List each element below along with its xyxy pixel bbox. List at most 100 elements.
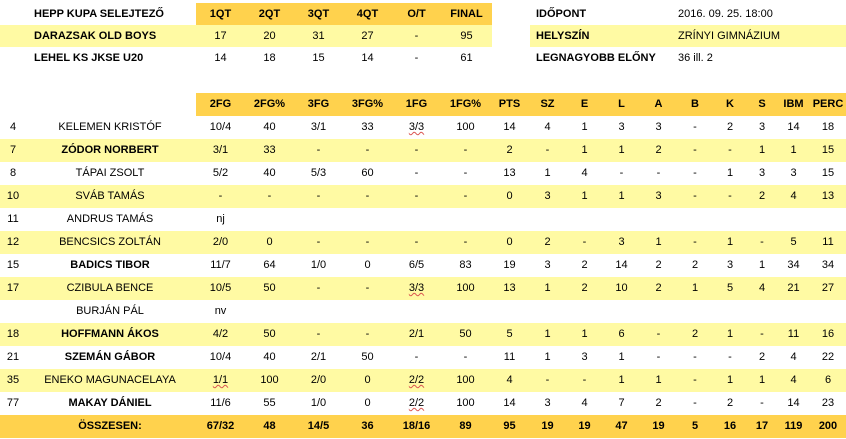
player-name: KELEMEN KRISTÓF — [58, 121, 162, 133]
stat-cell: 4 — [790, 190, 797, 202]
player-number: 10 — [6, 190, 20, 202]
stat-cell: - — [582, 236, 587, 248]
stat-cell: 4/2 — [212, 328, 229, 340]
stat-cell: 5/3 — [310, 167, 327, 179]
stat-cell: 1 — [758, 144, 766, 156]
stat-cell: 1/1 — [212, 374, 229, 386]
stat-cell: 14 — [787, 397, 800, 409]
stat-cell: 1 — [726, 167, 734, 179]
stat-cell: 100 — [456, 121, 475, 133]
stat-cell: - — [728, 190, 732, 202]
stat-cell: 40 — [263, 121, 276, 133]
col-final: FINAL — [450, 8, 483, 20]
stat-cell: 1 — [655, 236, 662, 248]
stat-cell: 4 — [790, 374, 797, 386]
stat-cell: 2 — [655, 259, 662, 271]
stat-cell: 3/1 — [310, 121, 327, 133]
player-number: 77 — [6, 397, 20, 409]
stat-cell — [810, 208, 846, 231]
stat-cell: 7 — [618, 397, 625, 409]
total-label: ÖSSZESEN: — [78, 420, 142, 432]
stat-cell: - — [267, 190, 272, 202]
stat-cell — [441, 208, 490, 231]
stat-cell: 5/2 — [212, 167, 229, 179]
stat-cell — [343, 208, 392, 231]
stat-cell: 83 — [459, 259, 472, 271]
stat-cell: 1 — [581, 121, 588, 133]
stats-col-header: IBM — [783, 98, 804, 110]
stat-cell: 2 — [655, 397, 662, 409]
stat-cell: 1 — [618, 190, 625, 202]
stat-cell: - — [316, 144, 321, 156]
stats-col-header: 1FG% — [449, 98, 482, 110]
info-time: IDŐPONT 2016. 09. 25. 18:00 — [530, 3, 846, 25]
stat-cell: 22 — [821, 351, 835, 363]
stat-cell — [490, 208, 529, 231]
stat-cell: - — [316, 190, 321, 202]
player-name: ZÓDOR NORBERT — [61, 144, 159, 156]
stat-cell: 0 — [364, 374, 371, 386]
stat-cell: 3 — [544, 259, 551, 271]
stat-cell: 1 — [581, 328, 588, 340]
stat-cell: - — [316, 282, 321, 294]
stat-cell — [529, 208, 566, 231]
stat-cell: 2 — [726, 397, 734, 409]
stat-cell: - — [463, 190, 468, 202]
stat-cell — [777, 208, 810, 231]
stat-cell: 13 — [503, 167, 516, 179]
stat-cell: 0 — [506, 236, 513, 248]
stat-cell: 6 — [618, 328, 625, 340]
stats-col-header: A — [654, 98, 663, 110]
score-3qt: 15 — [312, 52, 325, 64]
total-cell: 89 — [459, 420, 472, 432]
stat-cell: 15 — [821, 167, 835, 179]
player-number: 8 — [9, 167, 17, 179]
stat-cell: 1 — [544, 167, 551, 179]
total-cell: 5 — [691, 420, 699, 432]
stat-cell — [245, 208, 294, 231]
stat-cell: - — [365, 236, 370, 248]
stat-cell: 3 — [790, 167, 797, 179]
stat-cell: 1 — [691, 282, 699, 294]
stats-col-header: SZ — [540, 98, 555, 110]
player-number: 11 — [7, 213, 19, 225]
stat-cell: 23 — [821, 397, 835, 409]
stat-cell: 1 — [618, 351, 625, 363]
stats-col-header: PTS — [498, 98, 521, 110]
stat-cell: 2 — [758, 190, 766, 202]
stat-cell: 1 — [618, 144, 625, 156]
stat-cell: 4 — [506, 374, 513, 386]
stat-cell: 5 — [726, 282, 734, 294]
stat-cell: 18 — [821, 121, 835, 133]
stat-cell: - — [545, 374, 550, 386]
stat-cell: - — [316, 236, 321, 248]
stat-cell: 3 — [581, 351, 588, 363]
stat-cell: 1 — [544, 328, 551, 340]
stats-header-row: 2FG 2FG% 3FG 3FG% 1FG 1FG% PTS SZ E L A B K S IBM PERC — [0, 93, 846, 116]
stat-cell: 2 — [691, 328, 699, 340]
total-cell: 119 — [784, 420, 803, 432]
total-cell: 48 — [263, 420, 276, 432]
stat-cell: - — [463, 236, 468, 248]
stat-cell — [640, 300, 677, 323]
stat-cell: 11 — [787, 328, 800, 340]
player-row: 7 ZÓDOR NORBERT 3/1 33 - - - - 2 - 1 1 2 - - 1 1 15 — [0, 139, 846, 162]
stat-cell: 1 — [618, 374, 625, 386]
score-ot: - — [414, 30, 419, 42]
stat-cell: 2 — [581, 259, 588, 271]
stat-cell: 14 — [787, 121, 800, 133]
score-2qt: 18 — [263, 52, 276, 64]
stat-cell: 40 — [263, 351, 276, 363]
total-cell: 19 — [652, 420, 665, 432]
player-row: 15 BADICS TIBOR 11/7 64 1/0 0 6/5 83 19 3 2 14 2 2 3 1 3… — [0, 254, 846, 277]
stat-cell: 100 — [456, 374, 475, 386]
score-1qt: 17 — [214, 30, 227, 42]
stat-cell: 1 — [758, 259, 766, 271]
stat-cell: - — [693, 190, 697, 202]
stat-cell — [529, 300, 566, 323]
stats-col-header: PERC — [812, 98, 844, 110]
stats-col-header: L — [618, 98, 625, 110]
score-4qt: 27 — [361, 30, 374, 42]
stat-cell — [747, 300, 777, 323]
stat-cell: 1 — [544, 351, 551, 363]
